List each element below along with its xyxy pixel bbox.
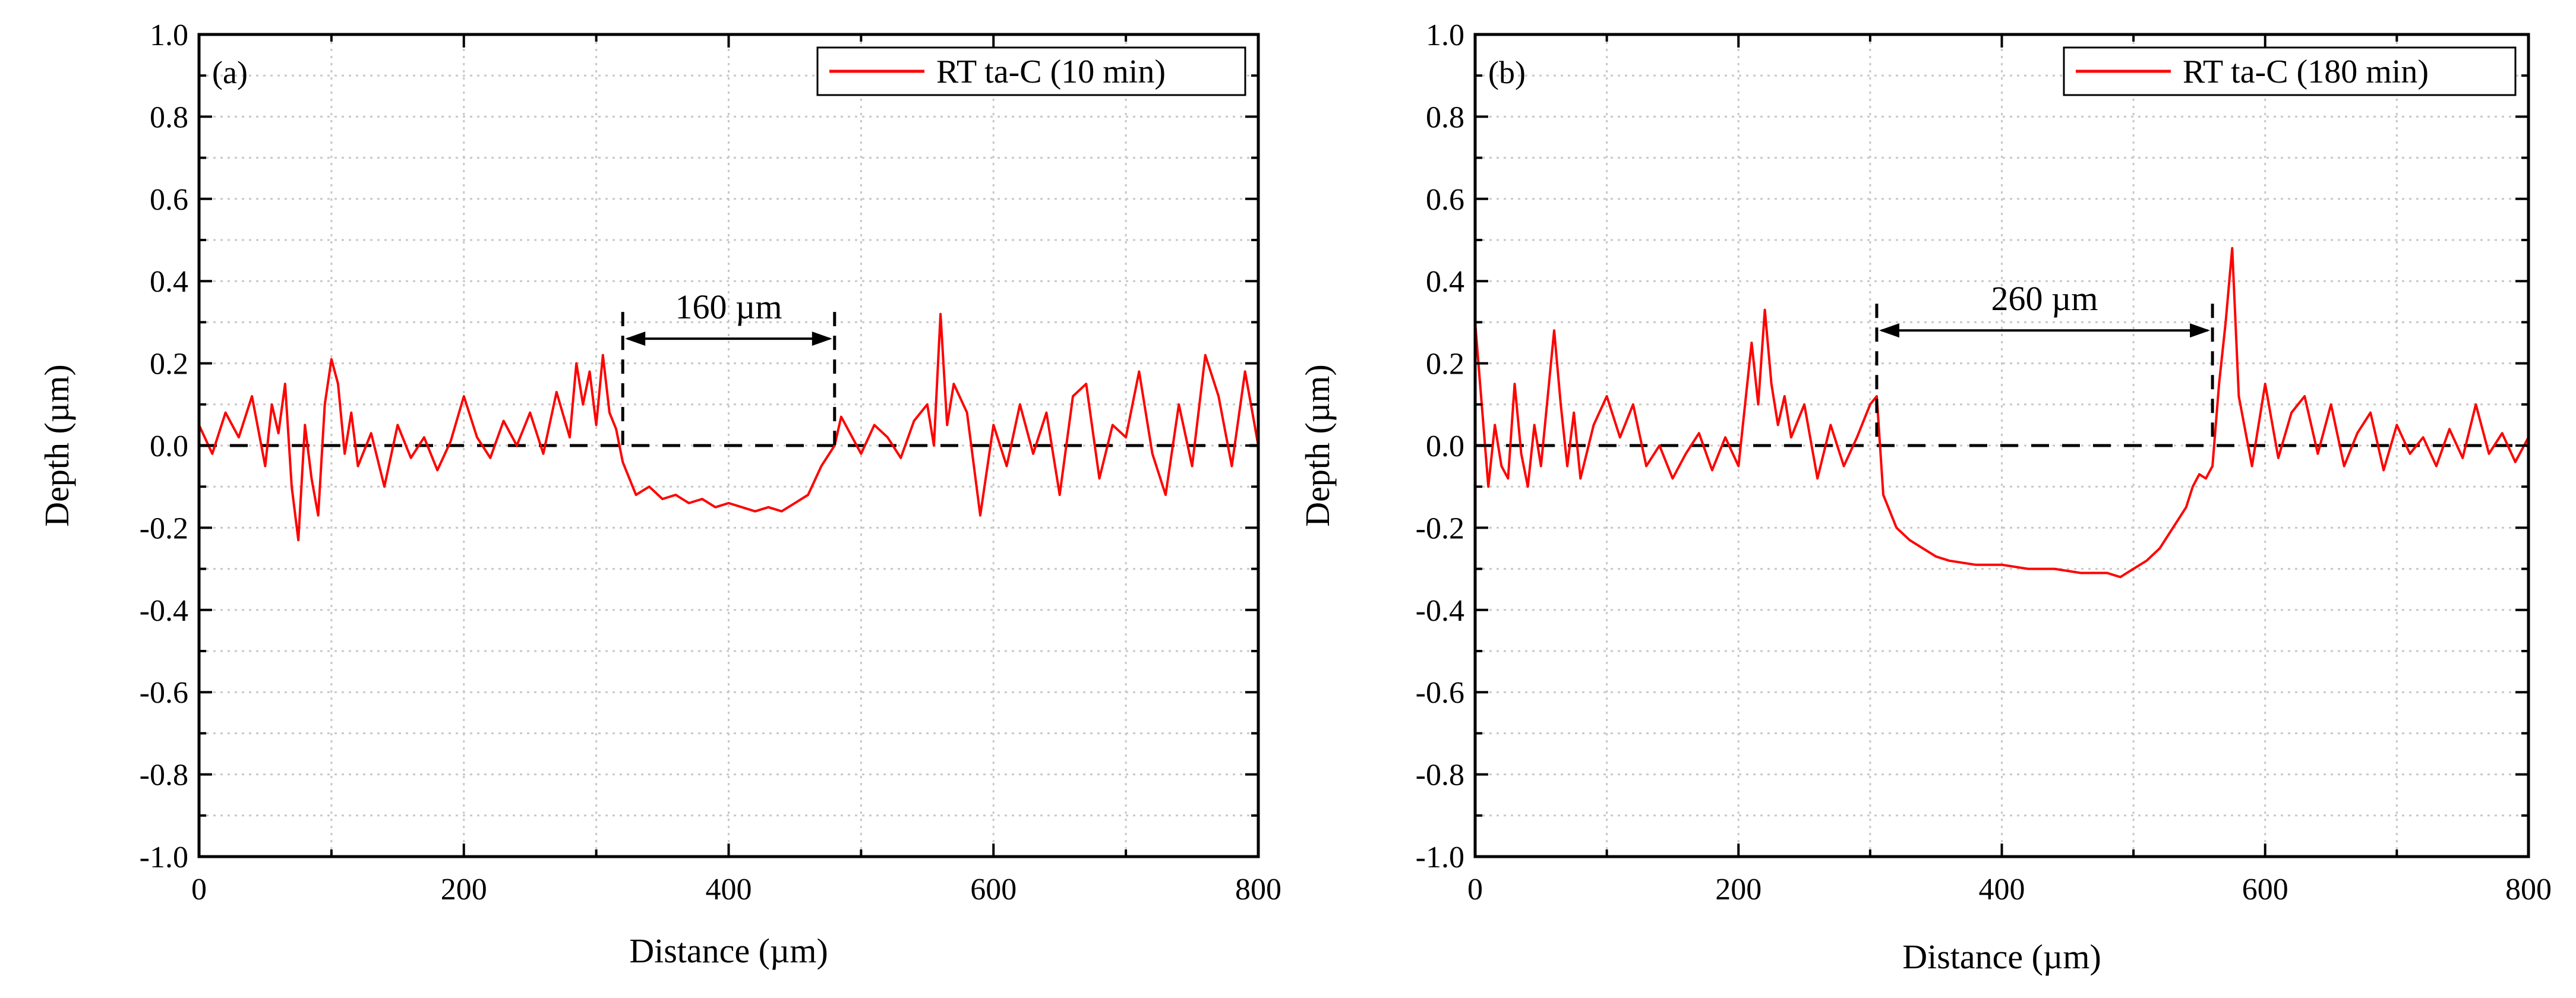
chart.a.x-tick-label: 600	[970, 873, 1016, 907]
chart.a.x-tick-label: 0	[191, 873, 207, 907]
chart.b.y-tick-label: 1.0	[1426, 18, 1464, 52]
chart.b.y-tick-label: -0.6	[1416, 676, 1464, 710]
chart.b.y-tick-label: 0.0	[1426, 429, 1464, 463]
chart.a.y-tick-label: -0.2	[140, 511, 188, 545]
chart.a.annotation-arrowhead-left	[625, 331, 646, 346]
chart.b.y-axis-title: Depth (µm)	[1298, 364, 1337, 526]
chart.b.y-tick-label: 0.2	[1426, 348, 1464, 381]
chart-panel-a: 0 200 400 600 800 1.0 0.8 0.6 0.4 0.2 0.0 -0.2 -0.4 -…	[37, 18, 1281, 970]
chart.b.annotation-arrowhead-left	[1879, 323, 1899, 338]
chart.a.y-axis-title: Depth (µm)	[37, 364, 76, 526]
chart-panel-b: 0 200 400 600 800 1.0 0.8 0.6 0.4 0.2 0.0 -0.2 -0.4 -…	[1298, 18, 2552, 976]
chart.b.x-tick-label: 600	[2242, 873, 2288, 907]
chart.b.y-tick-label: -0.4	[1416, 594, 1464, 628]
chart.b.y-tick-label: -1.0	[1416, 841, 1464, 874]
chart.b.x-tick-label: 200	[1715, 873, 1761, 907]
chart.b.panel-label: (b)	[1488, 55, 1526, 90]
chart.a.y-tick-label: 0.8	[150, 100, 188, 134]
chart.a.y-tick-label: 0.4	[150, 265, 188, 299]
chart.a.x-tick-label: 200	[441, 873, 487, 907]
chart.a.x-tick-label: 800	[1235, 873, 1281, 907]
chart.a.y-tick-label: 0.0	[150, 429, 188, 463]
chart.b.x-axis-title: Distance (µm)	[1902, 937, 2101, 976]
chart.a.y-tick-label: 1.0	[150, 18, 188, 52]
chart.a.y-tick-label: -0.6	[140, 676, 188, 710]
chart.b.y-tick-label: -0.2	[1416, 511, 1464, 545]
chart.b.y-tick-label: 0.4	[1426, 265, 1464, 299]
chart.a.panel-label: (a)	[212, 55, 248, 90]
chart.a.y-tick-label: -1.0	[140, 841, 188, 874]
chart.a.y-tick-label: -0.4	[140, 594, 188, 628]
chart.b.x-tick-label: 0	[1467, 873, 1483, 907]
chart.b.y-tick-label: 0.8	[1426, 100, 1464, 134]
chart.a.y-tick-label: -0.8	[140, 759, 188, 792]
chart.a.y-tick-label: 0.2	[150, 348, 188, 381]
chart.b.annotation-arrowhead-right	[2190, 323, 2211, 338]
chart.a.annotation-arrowhead-right	[812, 331, 832, 346]
chart.a.y-tick-label: 0.6	[150, 183, 188, 217]
chart.b.y-tick-label: 0.6	[1426, 183, 1464, 217]
chart.a.annotation-label: 160 µm	[675, 288, 782, 326]
chart.b.x-tick-label: 400	[1979, 873, 2025, 907]
chart.b.y-tick-label: -0.8	[1416, 759, 1464, 792]
chart.a.x-axis-title: Distance (µm)	[629, 931, 828, 970]
chart.b.legend-label: RT ta-C (180 min)	[2183, 53, 2429, 90]
chart.b.annotation-label: 260 µm	[1991, 279, 2098, 318]
chart.a.legend-label: RT ta-C (10 min)	[936, 53, 1166, 90]
chart.b.series-line	[1474, 247, 2530, 579]
chart.a.series-line	[198, 312, 1259, 542]
chart.a.x-tick-label: 400	[706, 873, 752, 907]
chart.b.x-tick-label: 800	[2505, 873, 2552, 907]
